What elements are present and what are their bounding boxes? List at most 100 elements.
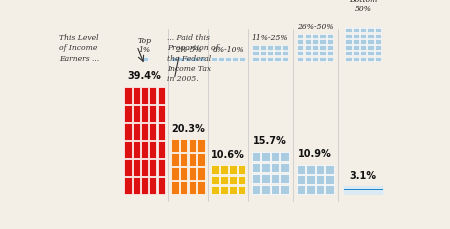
Bar [360,29,366,33]
Bar [260,52,266,56]
Bar [192,57,198,62]
Bar [305,40,311,45]
Bar [375,46,381,50]
Bar [353,57,359,62]
Bar [312,34,318,39]
Bar [225,57,231,62]
Bar [141,105,148,122]
Bar [375,17,381,22]
Bar [367,34,374,39]
Bar [198,168,205,180]
Bar [252,152,260,162]
Bar [178,57,184,62]
Bar [261,174,270,184]
Bar [327,40,333,45]
Text: This Level
of Income
Earners ...: This Level of Income Earners ... [59,34,99,62]
Bar [280,174,289,184]
Bar [271,174,279,184]
Bar [353,40,359,45]
Bar [252,163,260,173]
Bar [211,186,219,195]
Bar [189,139,196,152]
Bar [375,57,381,62]
Bar [316,165,324,174]
Bar [305,57,311,62]
Bar [312,40,318,45]
Bar [327,57,333,62]
Bar [267,46,273,50]
Bar [252,57,259,62]
Bar [171,153,179,166]
Bar [305,52,311,56]
Bar [280,152,289,162]
Bar [158,105,165,122]
Bar [327,52,333,56]
Bar [180,139,187,152]
Bar [133,87,140,104]
Bar [267,57,273,62]
Bar [171,57,177,62]
Bar [185,57,191,62]
Bar [297,40,303,45]
Bar [375,40,381,45]
Bar [367,52,374,56]
Bar [260,46,266,50]
Bar [345,34,351,39]
Bar [360,34,366,39]
Bar [297,57,303,62]
Bar [345,52,351,56]
Bar [198,153,205,166]
Bar [312,52,318,56]
Bar [345,46,351,50]
Bar [189,153,196,166]
Bar [158,178,165,195]
Bar [171,182,179,195]
Bar [229,166,237,174]
Bar [360,57,366,62]
Bar [238,186,245,195]
Bar [211,166,219,174]
Bar [297,34,303,39]
Bar [158,87,165,104]
Bar [158,160,165,177]
Bar [367,17,374,22]
Bar [133,160,140,177]
Bar [306,175,315,184]
Bar [125,123,131,140]
Bar [141,178,148,195]
Bar [199,57,205,62]
Text: 11%-25%: 11%-25% [252,34,288,42]
Bar [261,185,270,195]
Bar [306,185,315,195]
Bar [171,139,179,152]
Bar [343,188,383,190]
Bar [297,46,303,50]
Bar [261,152,270,162]
Text: 10.6%: 10.6% [212,150,245,160]
Bar [305,34,311,39]
Text: Top
1%: Top 1% [138,36,152,54]
Bar [220,186,228,195]
Bar [274,52,281,56]
Bar [297,165,305,174]
Bar [375,34,381,39]
Bar [158,123,165,140]
Bar [316,185,324,195]
Bar [320,46,325,50]
Bar [345,17,351,22]
Bar [280,185,289,195]
Bar [345,40,351,45]
Bar [149,160,157,177]
Bar [252,185,260,195]
Bar [312,57,318,62]
Bar [141,142,148,158]
Bar [353,46,359,50]
Bar [158,142,165,158]
Bar [280,163,289,173]
Bar [320,34,325,39]
Bar [327,34,333,39]
Bar [297,52,303,56]
Bar [267,52,273,56]
Bar [320,52,325,56]
Bar [320,40,325,45]
